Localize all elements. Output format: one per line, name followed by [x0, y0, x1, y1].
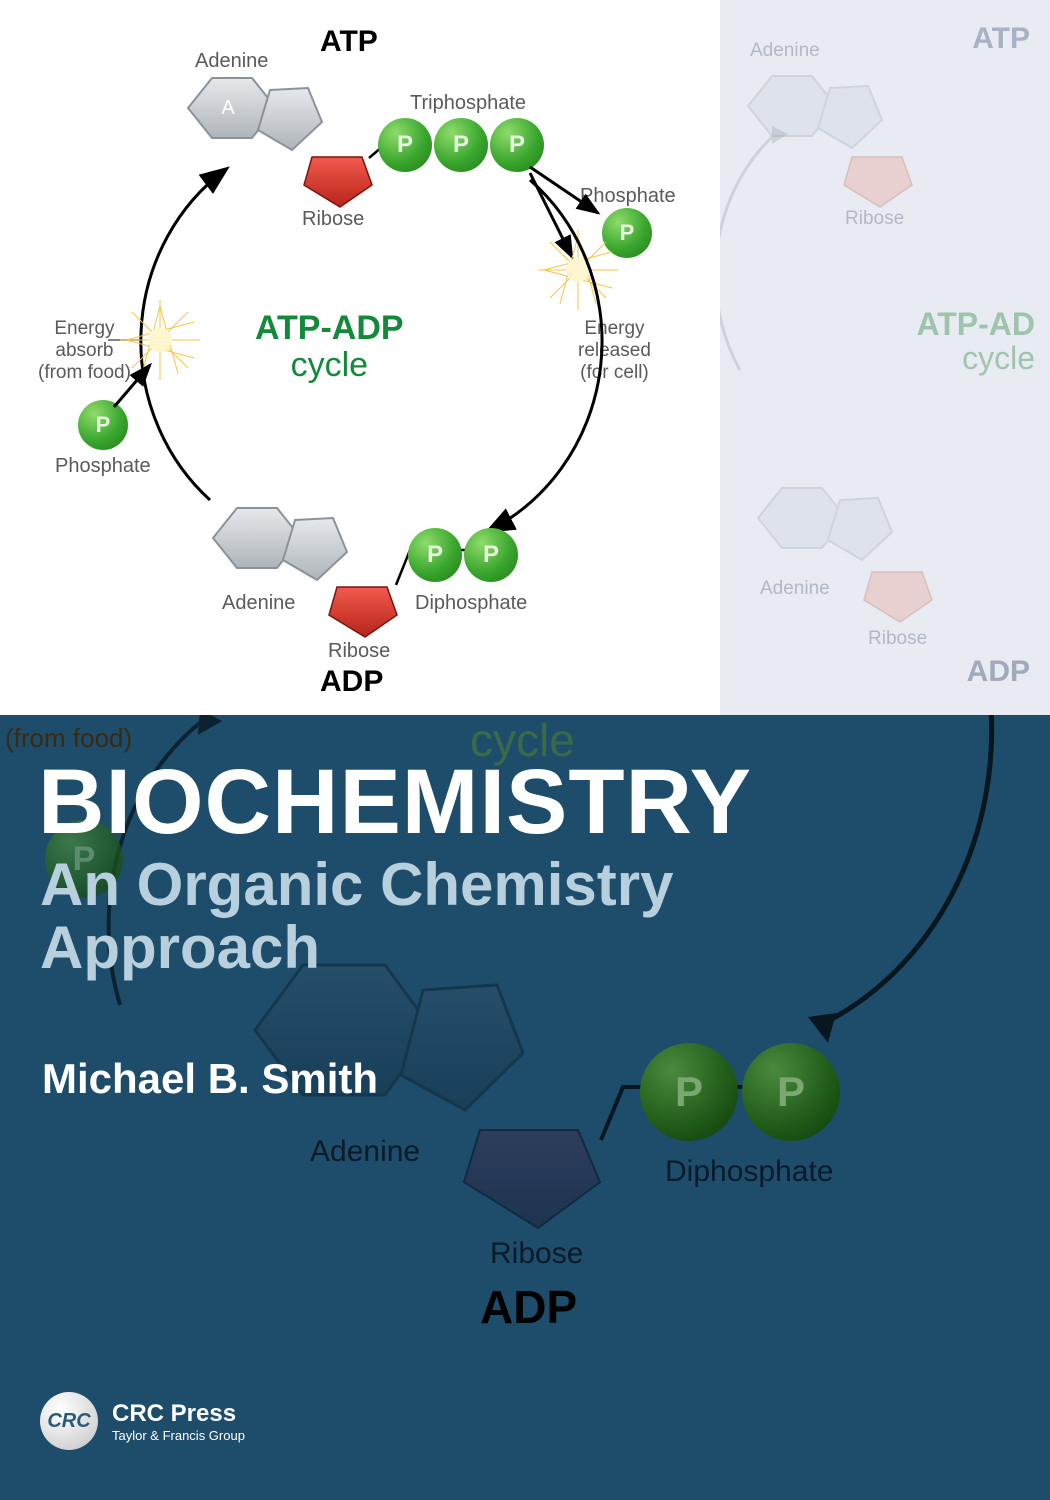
ghost-cycle: ATP-AD cycle — [917, 308, 1036, 375]
bg-adp-label: ADP — [480, 1280, 577, 1334]
ribose-label-bottom: Ribose — [328, 640, 390, 663]
ghost-adenine-bottom: Adenine — [760, 578, 830, 600]
p-letter: P — [96, 412, 111, 438]
ghost-cycle-l1: ATP-AD — [917, 306, 1036, 342]
p-letter: P — [483, 541, 499, 569]
ghost-diagram-panel: ATP Adenine Ribose ATP-AD cycle Adenine … — [720, 0, 1050, 715]
book-subtitle: An Organic Chemistry Approach — [40, 853, 674, 979]
bg-diphosphate-label: Diphosphate — [665, 1155, 833, 1189]
bg-adenine-label: Adenine — [310, 1135, 420, 1169]
bg-ribose-label: Ribose — [490, 1237, 583, 1271]
adenine-label-bottom: Adenine — [222, 592, 295, 615]
cover-region: (from food) cycle P — [0, 715, 1050, 1500]
left-phosphate-arrow — [110, 355, 170, 415]
top-region: ATP Adenine Triphosphate A — [0, 0, 1050, 715]
p-letter: P — [675, 1068, 703, 1116]
ghost-atp: ATP — [972, 22, 1030, 56]
bg-phosphate-1: P — [640, 1043, 738, 1141]
ghost-ribose-shape-bottom — [860, 560, 940, 630]
subtitle-l2: Approach — [40, 914, 320, 981]
crc-logo-badge: CRC — [40, 1392, 98, 1450]
atp-heading: ATP — [320, 25, 378, 59]
publisher-block: CRC CRC Press Taylor & Francis Group — [40, 1392, 245, 1450]
ghost-adp: ADP — [967, 655, 1030, 689]
ghost-cycle-l2: cycle — [962, 340, 1035, 376]
energy-absorb-l2: absorb — [55, 340, 113, 361]
energy-absorb-l1: Energy — [54, 318, 114, 339]
adp-phosphate-1: P — [408, 528, 462, 582]
author-name: Michael B. Smith — [42, 1055, 378, 1103]
p-letter: P — [777, 1068, 805, 1116]
adp-phosphate-2: P — [464, 528, 518, 582]
adp-heading: ADP — [320, 665, 383, 699]
atp-adp-diagram: ATP Adenine Triphosphate A — [0, 0, 720, 715]
diphosphate-label: Diphosphate — [415, 592, 527, 615]
ghost-ribose-bottom: Ribose — [868, 628, 927, 650]
bg-phosphate-2: P — [742, 1043, 840, 1141]
subtitle-l1: An Organic Chemistry — [40, 851, 674, 918]
ghost-arc — [720, 110, 880, 410]
bg-ribose-shape — [460, 1110, 610, 1240]
publisher-text: CRC Press Taylor & Francis Group — [112, 1400, 245, 1443]
book-title: BIOCHEMISTRY — [38, 750, 752, 855]
publisher-name: CRC Press — [112, 1400, 245, 1428]
phosphate-label-left: Phosphate — [55, 455, 151, 478]
p-letter: P — [427, 541, 443, 569]
publisher-tagline: Taylor & Francis Group — [112, 1428, 245, 1443]
bg-arc-right — [760, 715, 1020, 1055]
crc-badge-text: CRC — [47, 1410, 90, 1433]
